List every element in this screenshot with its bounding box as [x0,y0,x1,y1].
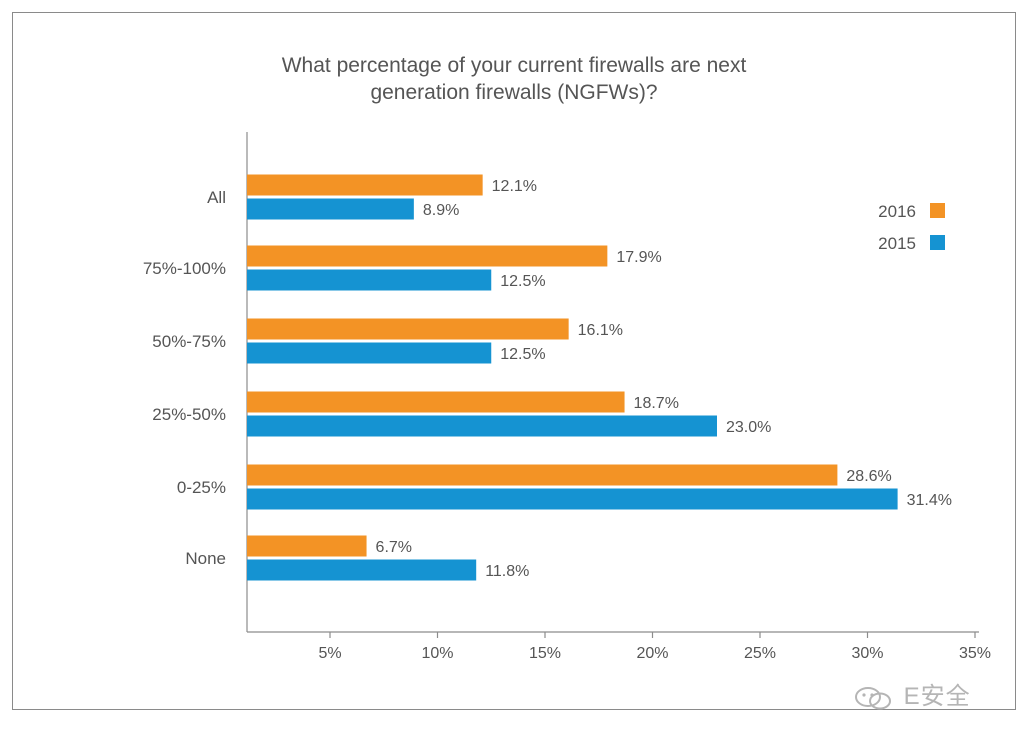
category-label: 75%-100% [143,259,226,278]
data-label-2015: 23.0% [726,419,771,436]
category-label: 50%-75% [152,332,226,351]
x-tick-label: 35% [959,645,991,662]
data-label-2016: 28.6% [846,468,891,485]
bar-2015 [247,198,414,220]
chart-title: What percentage of your current firewall… [12,52,1016,106]
category-label: All [207,188,226,207]
x-tick-label: 25% [744,645,776,662]
bar-2015 [247,415,717,437]
chart-title-line-1: What percentage of your current firewall… [281,54,747,77]
x-tick-label: 15% [529,645,561,662]
bar-2015 [247,559,477,581]
data-label-2015: 12.5% [500,273,545,290]
chart-frame [12,12,1016,710]
x-tick-label: 30% [851,645,883,662]
bar-2015 [247,269,492,291]
category-label: None [185,549,226,568]
data-label-2016: 12.1% [492,178,537,195]
bar-2015 [247,342,492,364]
legend-swatch-2016 [930,203,945,218]
bar-2016 [247,464,838,486]
category-label: 25%-50% [152,405,226,424]
x-tick-label: 20% [636,645,668,662]
watermark: E安全 [852,676,971,711]
data-label-2015: 31.4% [907,492,952,509]
data-label-2015: 12.5% [500,346,545,363]
bar-2016 [247,391,625,413]
category-label: 0-25% [177,478,226,497]
bar-2016 [247,318,569,340]
bar-2016 [247,174,483,196]
data-label-2016: 18.7% [634,395,679,412]
legend-label-2015: 2015 [878,234,916,253]
bar-2016 [247,245,608,267]
bar-2016 [247,535,367,557]
data-label-2016: 6.7% [376,539,412,556]
data-label-2016: 17.9% [616,249,661,266]
data-label-2015: 11.8% [485,563,529,580]
data-label-2016: 16.1% [578,322,623,339]
data-label-2015: 8.9% [423,202,459,219]
watermark-text: E安全 [903,683,971,710]
x-tick-label: 10% [421,645,453,662]
bar-2015 [247,488,898,510]
legend-label-2016: 2016 [878,202,916,221]
chart-title-line-2: generation firewalls (NGFWs)? [370,81,658,104]
legend-swatch-2015 [930,235,945,250]
x-tick-label: 5% [318,645,341,662]
wechat-icon [855,686,891,710]
